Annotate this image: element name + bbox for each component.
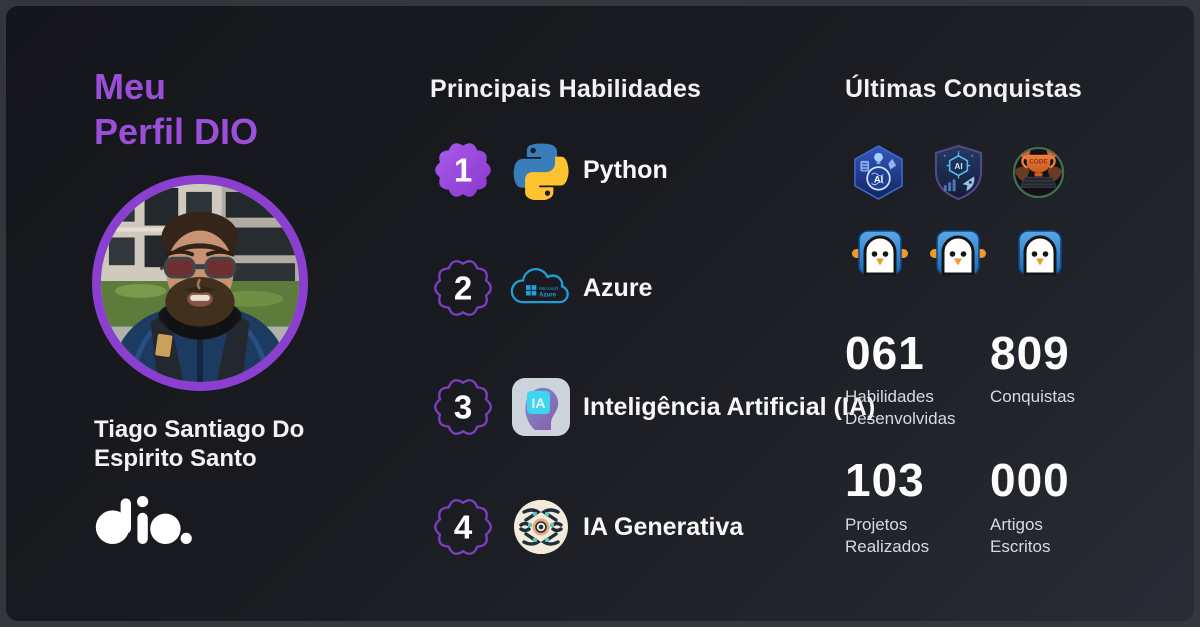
- svg-text:AI: AI: [954, 161, 962, 171]
- rank-2-badge-icon: 2: [434, 260, 492, 316]
- profile-name: Tiago Santiago Do Espirito Santo: [94, 415, 304, 473]
- svg-text:2: 2: [454, 270, 472, 307]
- stat-label-projects: Projetos Realizados: [845, 515, 930, 556]
- svg-text:4: 4: [454, 509, 473, 546]
- stat-label-articles: Artigos Escritos: [990, 515, 1051, 556]
- skill-label-python: Python: [583, 155, 668, 184]
- svg-text:IA: IA: [532, 395, 546, 411]
- penguin-badge-icon: [852, 230, 908, 276]
- penguin-badge-icon: [930, 230, 986, 276]
- skill-label-azure: Azure: [583, 273, 653, 302]
- skill-label-generative-ai: IA Generativa: [583, 512, 744, 541]
- penguin-badge-icon: [1012, 230, 1068, 276]
- svg-text:Azure: Azure: [539, 291, 557, 298]
- dio-logo: [93, 492, 193, 548]
- profile-name-line1: Tiago Santiago Do: [94, 416, 305, 443]
- stat-value-skills: 061: [845, 327, 925, 379]
- stat-value-articles: 000: [990, 454, 1070, 506]
- stat-value-projects: 103: [845, 454, 925, 506]
- title-line2: Perfil DIO: [94, 111, 259, 152]
- ai-shield-badge-icon: AI: [930, 144, 987, 201]
- skills-heading: Principais Habilidades: [430, 75, 702, 103]
- skill-row-generative-ai: 4: [430, 494, 743, 560]
- microsoft-azure-cloud-icon: Microsoft Azure: [509, 255, 573, 321]
- svg-text:CODE: CODE: [1029, 159, 1047, 166]
- ai-head-icon: IA: [509, 374, 573, 440]
- profile-name-line2: Espirito Santo: [94, 445, 257, 472]
- avatar-photo-illustration: [101, 184, 299, 382]
- skill-label-ai: Inteligência Artificial (IA): [583, 392, 876, 421]
- skill-row-ai: 3 IA Inteligência Artificial (IA): [430, 374, 875, 440]
- generative-ai-mandala-icon: [509, 494, 573, 560]
- page-title: Meu Perfil DIO: [94, 64, 258, 154]
- stat-value-achievements: 809: [990, 327, 1070, 379]
- svg-text:Microsoft: Microsoft: [539, 286, 559, 291]
- avatar: [92, 175, 308, 391]
- python-logo-icon: [509, 137, 573, 203]
- title-line1: Meu: [94, 66, 166, 107]
- code-trophy-badge-icon: CODE: [1010, 144, 1067, 201]
- svg-text:1: 1: [454, 152, 472, 189]
- ai-hexagon-badge-icon: AI: [850, 144, 907, 201]
- rank-4-badge-icon: 4: [434, 499, 492, 555]
- stat-label-achievements: Conquistas: [990, 387, 1076, 406]
- skill-row-python: 1 Python: [430, 137, 668, 203]
- stat-label-skills: Habilidades Desenvolvidas: [845, 387, 956, 428]
- svg-text:3: 3: [454, 389, 472, 426]
- achievements-heading: Últimas Conquistas: [845, 75, 1082, 103]
- rank-1-badge-icon: 1: [435, 143, 491, 197]
- rank-3-badge-icon: 3: [434, 379, 492, 435]
- svg-text:AI: AI: [874, 174, 883, 184]
- dio-logo-icon: [95, 496, 192, 544]
- skill-row-azure: 2 Microsoft Azure Azure: [430, 255, 652, 321]
